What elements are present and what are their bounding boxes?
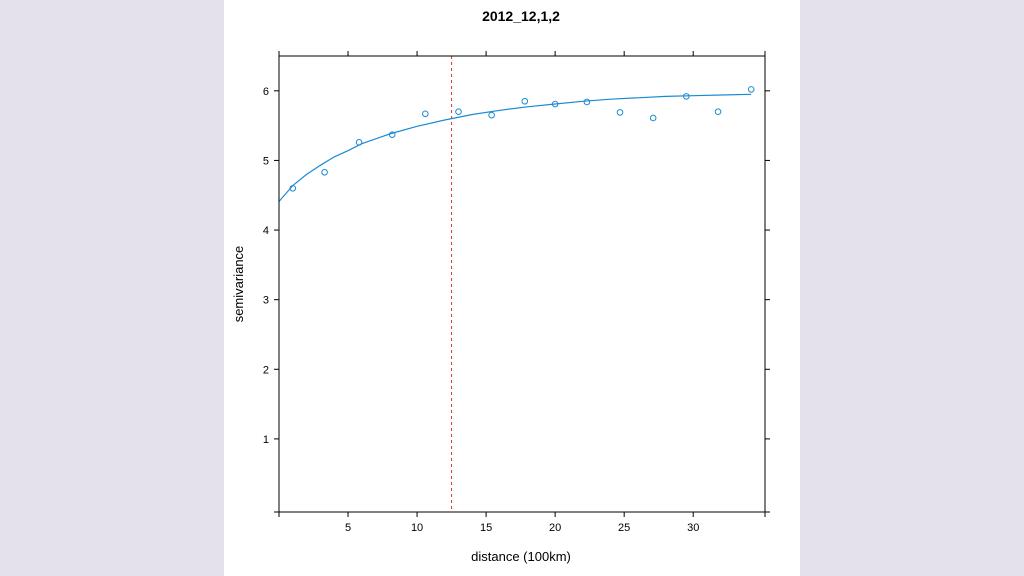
y-tick-label: 3: [263, 295, 269, 307]
plot-frame: [278, 55, 766, 513]
data-point: [488, 111, 495, 119]
data-points: [289, 86, 755, 192]
data-point: [289, 184, 297, 192]
y-tick-label: 1: [263, 434, 269, 446]
data-point: [583, 98, 591, 106]
data-point: [714, 108, 722, 115]
fitted-curve: [278, 93, 752, 202]
data-point: [388, 131, 396, 138]
chart-canvas: 2012_12,1,2 distance (100km) semivarianc…: [224, 0, 800, 576]
x-tick-label: 5: [345, 522, 351, 534]
data-point: [616, 109, 624, 116]
x-axis-label: distance (100km): [471, 549, 571, 564]
axes: 5 10 15 20 25 30 1 2 3 4 5 6: [263, 51, 770, 534]
x-tick-label: 15: [480, 522, 492, 534]
y-tick-label: 6: [263, 86, 269, 98]
data-point: [321, 168, 328, 176]
data-point: [683, 93, 690, 100]
x-tick-label: 25: [618, 522, 630, 534]
y-tick-label: 5: [263, 155, 269, 167]
y-axis-label: semivariance: [231, 246, 246, 323]
data-point: [649, 114, 657, 122]
x-tick-label: 10: [411, 522, 423, 534]
x-tick-label: 30: [687, 522, 699, 534]
y-tick-label: 4: [263, 225, 269, 237]
chart-title: 2012_12,1,2: [482, 8, 560, 24]
data-point: [422, 110, 429, 118]
data-point: [521, 97, 529, 105]
fitted-curve-layer: [278, 93, 752, 202]
data-point: [355, 139, 363, 146]
x-tick-label: 20: [549, 522, 561, 534]
data-point: [747, 86, 755, 93]
data-point: [551, 100, 559, 108]
y-tick-label: 2: [263, 364, 269, 376]
data-point: [455, 108, 462, 115]
semivariogram-chart: 2012_12,1,2 distance (100km) semivarianc…: [231, 8, 770, 564]
